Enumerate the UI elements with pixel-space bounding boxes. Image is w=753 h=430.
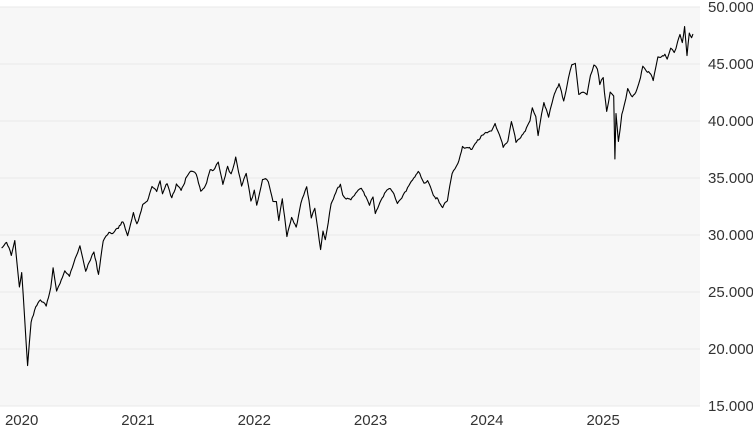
- y-axis-label: 35.000: [708, 170, 753, 187]
- x-axis-label: 2022: [238, 412, 271, 429]
- x-axis-label: 2021: [121, 412, 154, 429]
- y-axis-label: 25.000: [708, 284, 753, 301]
- x-axis-label: 2020: [5, 412, 38, 429]
- y-axis-label: 40.000: [708, 113, 753, 130]
- y-axis-label: 15.000: [708, 398, 753, 415]
- y-axis-label: 30.000: [708, 227, 753, 244]
- y-axis-label: 45.000: [708, 56, 753, 73]
- plot-area: [0, 7, 700, 406]
- x-axis-label: 2023: [354, 412, 387, 429]
- price-line: [1, 26, 694, 367]
- y-axis-label: 20.000: [708, 341, 753, 358]
- y-axis-label: 50.000: [708, 0, 753, 16]
- x-axis-label: 2024: [470, 412, 503, 429]
- x-axis-label: 2025: [586, 412, 619, 429]
